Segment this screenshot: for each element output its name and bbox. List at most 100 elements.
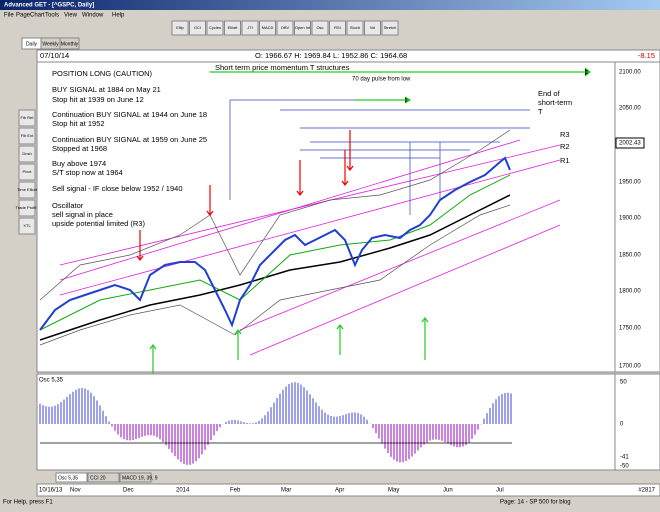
- tool-label: Stoch: [350, 25, 360, 30]
- moving-average: [39, 194, 511, 341]
- menu-bar: File Page Chart Tools View Window Help: [4, 13, 125, 19]
- menu-item: Tools: [45, 13, 59, 19]
- tool-button[interactable]: [346, 20, 364, 36]
- annotation: BUY SIGNAL at 1884 on May 21: [52, 85, 161, 94]
- signal-arrow: [341, 150, 349, 186]
- signal-arrow: [149, 344, 157, 375]
- annotation: Stop hit at 1939 on June 12: [52, 95, 144, 104]
- period-tab-label: Daily: [26, 41, 38, 47]
- date-label: Apr: [335, 488, 344, 494]
- signal-arrow: [136, 230, 144, 261]
- menu-item: Page: [16, 13, 31, 19]
- price-axis-labels: 2100.00 2050.00 2002.43 1950.00 1900.00 1850.…: [615, 70, 645, 370]
- info-ohlc: O: 1966.67 H: 1969.84 L: 1952.86 C: 1964…: [255, 51, 407, 60]
- annotation: Stopped at 1968: [52, 144, 107, 153]
- period-tab[interactable]: [59, 37, 80, 50]
- tool-label: Open Int: [295, 25, 311, 30]
- side-label: Pivot: [23, 169, 33, 174]
- tool-label: GCI: [194, 25, 201, 30]
- side-button[interactable]: [18, 217, 36, 235]
- menu-item: Window: [82, 13, 104, 19]
- tool-button[interactable]: [276, 20, 294, 36]
- date-label: Mar: [281, 488, 291, 494]
- annotation: POSITION LONG (CAUTION): [52, 69, 153, 78]
- annotation: upside potential limited (R3): [52, 219, 145, 228]
- tool-button[interactable]: [364, 20, 381, 36]
- date-axis: [36, 483, 660, 497]
- price-label: 2002.43: [619, 141, 641, 147]
- side-label: Trade Profile: [16, 205, 40, 210]
- tool-button[interactable]: [171, 20, 189, 36]
- upper-band: [39, 129, 511, 301]
- tool-button[interactable]: [329, 20, 346, 36]
- menu-item: Help: [112, 13, 125, 19]
- tool-button[interactable]: [294, 20, 311, 36]
- indicator-tab[interactable]: [87, 472, 120, 483]
- tool-button[interactable]: [241, 20, 259, 36]
- price-label: 2100.00: [619, 70, 641, 76]
- side-button[interactable]: [18, 109, 36, 127]
- window-title: Advanced GET - [^GSPC, Daily]: [4, 3, 94, 9]
- side-button[interactable]: [18, 145, 36, 163]
- side-label: XTL: [23, 223, 31, 228]
- tool-button[interactable]: [224, 20, 241, 36]
- annotation: Buy above 1974: [52, 159, 106, 168]
- annotation: R1: [560, 156, 570, 165]
- indicator-tab[interactable]: [119, 472, 152, 483]
- date-label: Jul: [496, 488, 504, 494]
- price-label: 1900.00: [619, 216, 641, 222]
- indicator-tab[interactable]: [55, 472, 88, 483]
- price-axis: [614, 61, 660, 373]
- info-date: 07/10/14: [40, 51, 69, 60]
- signal-arrow: [234, 329, 242, 360]
- pulse-lines: [229, 99, 530, 215]
- signal-arrow: [421, 317, 429, 360]
- price-label: 1950.00: [619, 180, 641, 186]
- lower-band: [39, 204, 511, 346]
- annotation: S/T stop now at 1964: [52, 168, 123, 177]
- annotation: Sell signal - IF close below 1952 / 1940: [52, 184, 183, 193]
- tool-button[interactable]: [311, 20, 329, 36]
- osc-axis-label: 0: [620, 422, 624, 428]
- annotation: Short term price momentum T structures: [215, 63, 350, 72]
- menu-item: Chart: [30, 13, 45, 19]
- annotation: R2: [560, 142, 570, 151]
- annotation: End of: [538, 89, 561, 98]
- osc-axis-label: -50: [620, 464, 629, 470]
- indicator-tab-label: MACD 19, 39, 9: [122, 475, 158, 481]
- side-label: Time Elliott: [17, 187, 38, 192]
- annotation: R3: [560, 130, 570, 139]
- side-button[interactable]: [18, 163, 36, 181]
- side-button[interactable]: [18, 199, 36, 217]
- tool-button[interactable]: [189, 20, 206, 36]
- indicator-tab-label: CCI 20: [90, 475, 106, 481]
- indicator-tab-label: Osc 5,35: [58, 475, 78, 481]
- tool-label: Cycles: [209, 25, 221, 30]
- title-bar: [0, 0, 660, 10]
- tool-label: MACD: [262, 25, 274, 30]
- tool-button[interactable]: [259, 20, 276, 36]
- annotation: Continuation BUY SIGNAL at 1959 on June …: [52, 135, 207, 144]
- tool-label: Stretch: [384, 25, 397, 30]
- current-price-box: [615, 137, 645, 149]
- annotation: short-term: [538, 98, 572, 107]
- indicator-tabs: Osc 5,35 CCI 20 MACD 19, 39, 9: [55, 472, 158, 483]
- bar-count: #2817: [638, 488, 655, 494]
- side-button[interactable]: [18, 127, 36, 145]
- tool-button[interactable]: [206, 20, 224, 36]
- channel-lines: [59, 139, 561, 356]
- period-tabs: Daily Weekly Monthly: [21, 37, 80, 50]
- info-change: -8.15: [638, 51, 655, 60]
- side-label: Dnsh: [22, 151, 31, 156]
- signal-arrow: [346, 130, 354, 171]
- tool-button[interactable]: [381, 20, 399, 36]
- annotation: T: [538, 107, 543, 116]
- date-label: 2014: [176, 488, 190, 494]
- date-axis-labels: 10/16/13 Nov Dec 2014 Feb Mar Apr May Jun Jul: [39, 488, 504, 494]
- status-help: For Help, press F1: [3, 500, 53, 506]
- side-button[interactable]: [18, 181, 36, 199]
- tool-label: Elliott: [228, 25, 239, 30]
- toolbar: Ellip GCI Cycles Elliott JTI MACD OBV Open Int O…: [171, 20, 399, 36]
- price-path: [39, 156, 511, 331]
